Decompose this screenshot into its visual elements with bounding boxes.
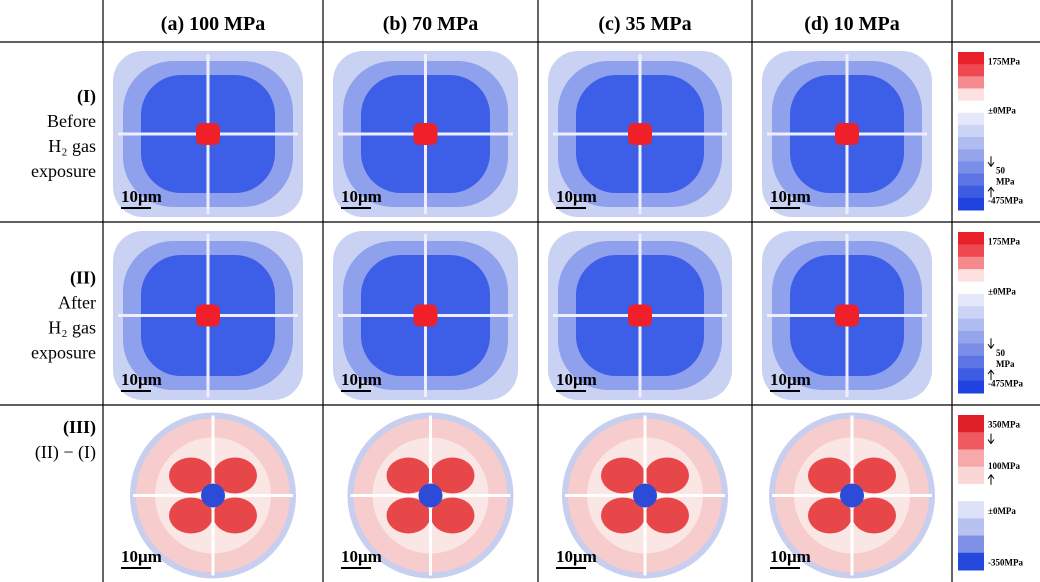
scale-bar-label: 10μm	[121, 547, 162, 566]
row-label: (I)	[77, 86, 96, 107]
row-label-line: (II) − (I)	[35, 442, 96, 463]
colorbar-arrow	[988, 475, 994, 485]
map-center	[196, 305, 220, 327]
colorbar-swatch	[958, 198, 984, 211]
colorbar-swatch	[958, 52, 984, 65]
colorbar-label: ±0MPa	[988, 287, 1016, 297]
row-label-line: Before	[47, 111, 96, 131]
map-center	[633, 484, 657, 508]
colorbar-swatch	[958, 319, 984, 332]
colorbar-swatch	[958, 331, 984, 344]
colorbar-swatch	[958, 432, 984, 450]
colorbar-label: 175MPa	[988, 237, 1020, 247]
map-center	[840, 484, 864, 508]
row-label-line: After	[58, 293, 96, 313]
colorbar-swatch	[958, 449, 984, 467]
colorbar-label: -475MPa	[988, 196, 1023, 206]
row-label-line: H₂ gas	[48, 136, 96, 156]
colorbar-swatch	[958, 518, 984, 536]
colorbar-swatch	[958, 368, 984, 381]
colorbar-label: 50	[996, 348, 1006, 358]
map-center	[196, 123, 220, 145]
colorbar-label: 50	[996, 166, 1006, 176]
colorbar-swatch	[958, 306, 984, 319]
colorbar-arrow	[988, 434, 994, 444]
colorbar-label: ±0MPa	[988, 506, 1016, 516]
map-center	[419, 484, 443, 508]
scale-bar-label: 10μm	[770, 547, 811, 566]
colorbar-swatch	[958, 484, 984, 502]
colorbar-swatch	[958, 125, 984, 138]
colorbar-swatch	[958, 536, 984, 554]
colorbar-label: MPa	[996, 177, 1015, 187]
colorbar-swatch	[958, 282, 984, 295]
colorbar-swatch	[958, 244, 984, 257]
colorbar-label: MPa	[996, 359, 1015, 369]
colorbar-swatch	[958, 76, 984, 89]
scale-bar-label: 10μm	[556, 370, 597, 389]
colorbar-swatch	[958, 415, 984, 433]
colorbar-swatch	[958, 356, 984, 369]
colorbar-swatch	[958, 269, 984, 282]
colorbar-label: 100MPa	[988, 461, 1020, 471]
figure: (a) 100 MPa (b) 70 MPa (c) 35 MPa (d) 10 MP…	[0, 0, 1040, 582]
scale-bar-label: 10μm	[770, 187, 811, 206]
colorbar-swatch	[958, 64, 984, 77]
column-header: (b) 70 MPa	[383, 13, 479, 35]
column-header: (a) 100 MPa	[161, 13, 265, 35]
colorbar-swatch	[958, 137, 984, 150]
colorbar-swatch	[958, 467, 984, 485]
row-label-line: exposure	[31, 343, 96, 363]
scale-bar-label: 10μm	[556, 547, 597, 566]
colorbar-label: -475MPa	[988, 378, 1023, 388]
row-label-line: exposure	[31, 161, 96, 181]
colorbar-arrow	[988, 156, 994, 166]
column-header: (d) 10 MPa	[804, 13, 900, 35]
colorbar-swatch	[958, 174, 984, 187]
map-center	[835, 305, 859, 327]
scale-bar-label: 10μm	[121, 370, 162, 389]
map-center	[628, 123, 652, 145]
map-center	[414, 305, 438, 327]
scale-bar-label: 10μm	[341, 370, 382, 389]
colorbar-arrow	[988, 338, 994, 348]
colorbar-swatch	[958, 101, 984, 114]
colorbar-label: 175MPa	[988, 56, 1020, 66]
colorbar-swatch	[958, 381, 984, 394]
colorbar-label: -350MPa	[988, 557, 1023, 567]
colorbar-swatch	[958, 113, 984, 126]
colorbar-swatch	[958, 294, 984, 307]
scale-bar-label: 10μm	[341, 547, 382, 566]
colorbar-swatch	[958, 88, 984, 101]
colorbar-swatch	[958, 161, 984, 174]
row-label-line: H₂ gas	[48, 318, 96, 338]
map-center	[414, 123, 438, 145]
row-label: (II)	[70, 268, 96, 289]
scale-bar-label: 10μm	[121, 187, 162, 206]
row-label: (III)	[63, 417, 96, 438]
scale-bar-label: 10μm	[556, 187, 597, 206]
colorbar-swatch	[958, 501, 984, 519]
map-center	[628, 305, 652, 327]
map-center	[835, 123, 859, 145]
map-center	[201, 484, 225, 508]
colorbar-swatch	[958, 257, 984, 270]
colorbar-swatch	[958, 149, 984, 162]
scale-bar-label: 10μm	[341, 187, 382, 206]
scale-bar-label: 10μm	[770, 370, 811, 389]
colorbar-swatch	[958, 553, 984, 571]
colorbar-swatch	[958, 232, 984, 245]
colorbar-label: ±0MPa	[988, 105, 1016, 115]
column-header: (c) 35 MPa	[598, 13, 691, 35]
colorbar-swatch	[958, 343, 984, 356]
colorbar-label: 350MPa	[988, 419, 1020, 429]
colorbar-swatch	[958, 186, 984, 199]
